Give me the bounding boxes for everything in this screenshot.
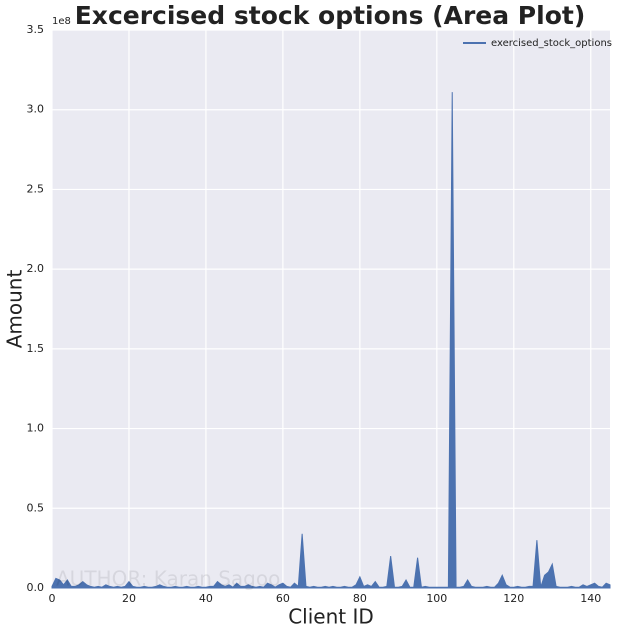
x-tick-label: 40 <box>199 592 213 605</box>
legend-label: exercised_stock_options <box>491 38 612 49</box>
area <box>51 92 611 589</box>
y-tick-label: 2.5 <box>27 182 45 195</box>
x-axis-label: Client ID <box>288 605 374 629</box>
x-tick-label: 80 <box>353 592 367 605</box>
y-tick-label: 3.0 <box>27 103 45 116</box>
x-tick-label: 120 <box>503 592 524 605</box>
x-tick-label: 140 <box>580 592 601 605</box>
y-tick-label: 0.5 <box>27 501 45 514</box>
y-tick-label: 3.5 <box>27 23 45 36</box>
y-offset-label: 1e8 <box>52 16 71 27</box>
x-tick-label: 60 <box>276 592 290 605</box>
y-tick-label: 2.0 <box>27 262 45 275</box>
y-tick-label: 1.0 <box>27 422 45 435</box>
watermark: AUTHOR: Karan Sagoo <box>56 567 280 591</box>
plot-background <box>52 30 610 588</box>
x-tick-label: 0 <box>49 592 56 605</box>
y-tick-label: 0.0 <box>27 581 45 594</box>
marks <box>51 92 611 589</box>
grid <box>51 29 610 589</box>
y-axis-label: Amount <box>3 270 27 349</box>
chart-title: Excercised stock options (Area Plot) <box>75 1 586 30</box>
x-tick-label: 20 <box>122 592 136 605</box>
y-tick-label: 1.5 <box>27 342 45 355</box>
x-tick-label: 100 <box>426 592 447 605</box>
